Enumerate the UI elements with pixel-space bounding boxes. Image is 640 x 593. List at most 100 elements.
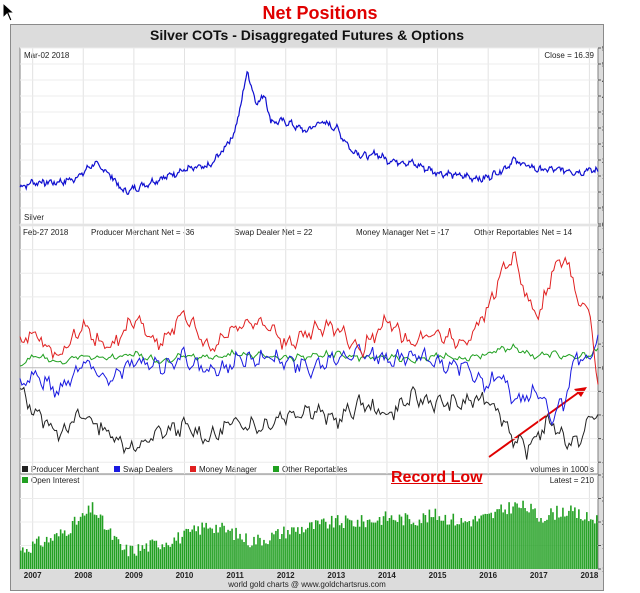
- open-interest-bar: [25, 549, 28, 569]
- open-interest-bar: [213, 533, 215, 569]
- y-tick-label: 250: [602, 497, 603, 504]
- open-interest-bar: [53, 534, 56, 569]
- y-tick-label: 35: [602, 110, 603, 117]
- open-interest-bar: [458, 524, 461, 569]
- y-tick-label: 80: [602, 271, 603, 278]
- open-interest-bar: [594, 523, 596, 569]
- open-interest-bar: [67, 534, 70, 569]
- open-interest-bar: [314, 520, 317, 569]
- open-interest-bar: [215, 524, 217, 569]
- open-interest-latest: Latest = 210: [550, 476, 595, 485]
- open-interest-bar: [422, 513, 425, 569]
- open-interest-bar: [47, 542, 50, 569]
- open-interest-bar: [39, 545, 42, 569]
- chart-frame: Silver COTs - Disaggregated Futures & Op…: [10, 24, 604, 591]
- open-interest-bar: [476, 521, 479, 569]
- open-interest-bar: [103, 529, 106, 569]
- open-interest-bar: [504, 509, 506, 569]
- open-interest-bar: [340, 523, 343, 569]
- open-interest-bar: [538, 521, 540, 569]
- open-interest-bar: [518, 507, 520, 569]
- series-line-other-reportables: [19, 343, 599, 367]
- open-interest-bar: [81, 513, 84, 569]
- price-close-label: Close = 16.39: [544, 51, 594, 60]
- open-interest-bar: [468, 521, 471, 569]
- open-interest-bar: [181, 536, 184, 569]
- open-interest-bar: [404, 513, 407, 569]
- open-interest-bar: [472, 519, 475, 569]
- open-interest-bar: [318, 524, 321, 569]
- open-interest-bar: [580, 519, 582, 569]
- open-interest-bar: [596, 515, 598, 569]
- x-tick-label: 2013: [327, 571, 345, 580]
- open-interest-bar: [584, 519, 586, 569]
- open-interest-bar: [418, 519, 421, 569]
- open-interest-bar: [360, 515, 363, 569]
- open-interest-bar: [101, 515, 104, 569]
- open-interest-bar: [408, 519, 411, 569]
- y-tick-label: -80: [602, 460, 603, 467]
- x-tick-label: 2016: [479, 571, 497, 580]
- open-interest-bar: [169, 546, 172, 569]
- open-interest-bar: [448, 524, 451, 569]
- open-interest-bar: [484, 513, 486, 569]
- open-interest-bar: [552, 512, 554, 569]
- open-interest-bar: [406, 514, 409, 569]
- open-interest-bar: [203, 527, 205, 569]
- open-interest-bar: [163, 547, 166, 569]
- open-interest-bar: [239, 533, 241, 569]
- series-line-swap-dealers: [19, 334, 599, 426]
- chart-title: Silver COTs - Disaggregated Futures & Op…: [149, 27, 464, 43]
- open-interest-bar: [506, 514, 508, 569]
- y-tick-label: 55: [602, 46, 603, 53]
- open-interest-bar: [91, 502, 94, 569]
- open-interest-bar: [195, 531, 197, 569]
- open-interest-bar: [494, 511, 496, 569]
- open-interest-bar: [550, 508, 552, 569]
- open-interest-bar: [412, 522, 415, 569]
- open-interest-bar: [452, 513, 455, 569]
- open-interest-bar: [332, 527, 335, 569]
- y-tick-label: 20: [602, 158, 603, 165]
- open-interest-bar: [432, 517, 435, 569]
- open-interest-bar: [31, 541, 34, 569]
- open-interest-bar: [117, 539, 120, 569]
- open-interest-bar: [261, 545, 263, 569]
- open-interest-bar: [558, 517, 560, 569]
- open-interest-bar: [293, 527, 295, 569]
- open-interest-bar: [183, 530, 186, 569]
- open-interest-bar: [57, 536, 60, 569]
- open-interest-bar: [554, 519, 556, 569]
- legend-label-swap: Swap Dealers: [123, 465, 173, 474]
- open-interest-bar: [297, 527, 299, 569]
- open-interest-bar: [348, 519, 351, 569]
- open-interest-bar: [127, 556, 130, 569]
- open-interest-bar: [179, 543, 182, 569]
- open-interest-bar: [410, 524, 413, 569]
- open-interest-bar: [572, 511, 574, 569]
- open-interest-bar: [133, 553, 136, 569]
- open-interest-bar: [299, 533, 301, 569]
- open-interest-bar: [61, 533, 64, 569]
- open-interest-bar: [502, 512, 504, 569]
- open-interest-bar: [590, 519, 592, 569]
- open-interest-bar: [342, 528, 345, 569]
- open-interest-bar: [171, 543, 174, 569]
- open-interest-bar: [85, 513, 88, 569]
- net-header-producer: Producer Merchant Net = -36: [91, 228, 195, 237]
- open-interest-bar: [73, 516, 76, 569]
- open-interest-bar: [520, 508, 522, 569]
- open-interest-bar: [462, 522, 465, 569]
- legend-swatch-swap: [114, 466, 120, 472]
- series-line-producer-merchant: [19, 385, 599, 460]
- open-interest-bar: [191, 529, 193, 569]
- open-interest-bar: [223, 525, 225, 569]
- open-interest-bar: [145, 543, 148, 569]
- price-panel: [19, 47, 599, 225]
- data-layer: [19, 70, 599, 569]
- net-date-label: Feb-27 2018: [23, 228, 69, 237]
- open-interest-bar: [544, 521, 546, 569]
- y-tick-label: 40: [602, 318, 603, 325]
- open-interest-bar: [354, 526, 357, 569]
- y-tick-label: 40: [602, 94, 603, 101]
